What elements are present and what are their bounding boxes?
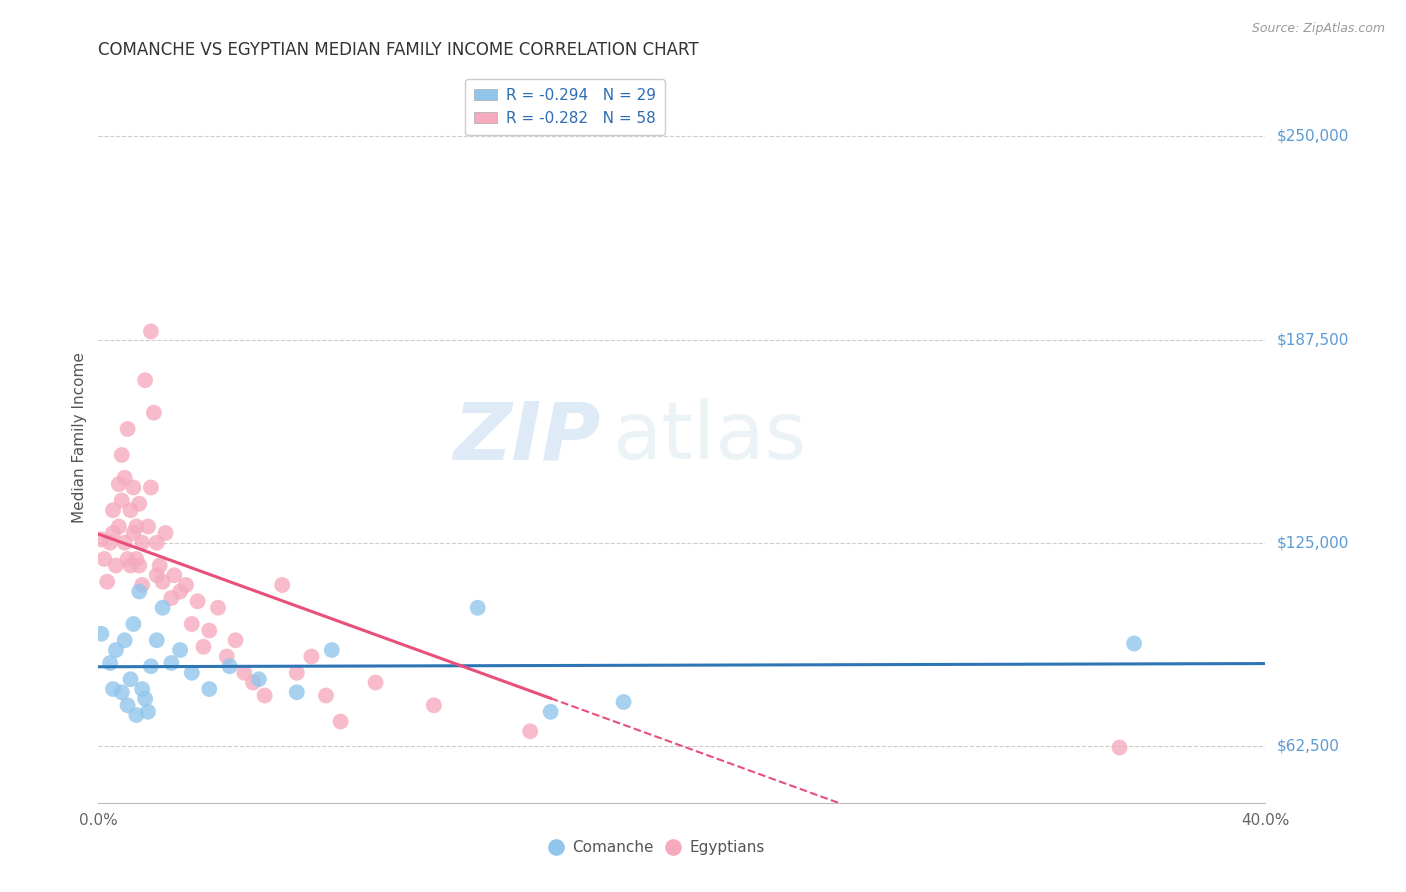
- Point: [198, 681, 221, 696]
- Point: [122, 480, 145, 494]
- Point: [152, 600, 174, 615]
- Point: [169, 584, 191, 599]
- Point: [218, 659, 240, 673]
- Point: [90, 626, 112, 640]
- Point: [247, 673, 270, 687]
- Point: [125, 552, 148, 566]
- Point: [364, 675, 387, 690]
- Point: [242, 675, 264, 690]
- Point: [111, 685, 134, 699]
- Point: [136, 519, 159, 533]
- Text: $125,000: $125,000: [1277, 535, 1348, 550]
- Point: [1108, 740, 1130, 755]
- Point: [114, 471, 136, 485]
- Point: [108, 519, 131, 533]
- Point: [285, 665, 308, 680]
- Point: [187, 594, 209, 608]
- Point: [612, 695, 634, 709]
- Point: [285, 685, 308, 699]
- Text: ZIP: ZIP: [453, 398, 600, 476]
- Point: [146, 633, 169, 648]
- Point: [299, 649, 322, 664]
- Point: [160, 656, 183, 670]
- Text: COMANCHE VS EGYPTIAN MEDIAN FAMILY INCOME CORRELATION CHART: COMANCHE VS EGYPTIAN MEDIAN FAMILY INCOM…: [98, 41, 699, 59]
- Point: [139, 480, 162, 494]
- Point: [146, 535, 169, 549]
- Point: [128, 584, 150, 599]
- Point: [146, 568, 169, 582]
- Point: [540, 705, 562, 719]
- Point: [139, 659, 162, 673]
- Point: [207, 600, 229, 615]
- Point: [111, 448, 134, 462]
- Point: [163, 568, 186, 582]
- Point: [101, 503, 124, 517]
- Point: [128, 497, 150, 511]
- Point: [98, 656, 121, 670]
- Point: [253, 689, 276, 703]
- Point: [149, 558, 172, 573]
- Point: [117, 422, 139, 436]
- Point: [104, 643, 127, 657]
- Point: [111, 493, 134, 508]
- Point: [134, 691, 156, 706]
- Point: [215, 649, 238, 664]
- Point: [120, 558, 142, 573]
- Point: [193, 640, 215, 654]
- Point: [93, 552, 115, 566]
- Text: $187,500: $187,500: [1277, 332, 1348, 347]
- Point: [198, 624, 221, 638]
- Point: [98, 535, 121, 549]
- Text: $250,000: $250,000: [1277, 128, 1348, 144]
- Point: [122, 526, 145, 541]
- Text: $62,500: $62,500: [1277, 739, 1340, 754]
- Point: [321, 643, 343, 657]
- Point: [108, 477, 131, 491]
- Point: [180, 665, 202, 680]
- Point: [271, 578, 294, 592]
- Point: [169, 643, 191, 657]
- Text: Source: ZipAtlas.com: Source: ZipAtlas.com: [1251, 22, 1385, 36]
- Point: [125, 708, 148, 723]
- Point: [329, 714, 352, 729]
- Point: [152, 574, 174, 589]
- Point: [131, 535, 153, 549]
- Point: [117, 552, 139, 566]
- Point: [120, 673, 142, 687]
- Point: [120, 503, 142, 517]
- Point: [155, 526, 177, 541]
- Point: [101, 681, 124, 696]
- Point: [519, 724, 541, 739]
- Point: [114, 535, 136, 549]
- Point: [225, 633, 247, 648]
- Text: atlas: atlas: [612, 398, 806, 476]
- Point: [233, 665, 256, 680]
- Point: [131, 681, 153, 696]
- Point: [315, 689, 337, 703]
- Y-axis label: Median Family Income: Median Family Income: [72, 351, 87, 523]
- Point: [139, 325, 162, 339]
- Legend: Comanche, Egyptians: Comanche, Egyptians: [547, 834, 770, 861]
- Point: [142, 406, 165, 420]
- Point: [90, 533, 112, 547]
- Point: [160, 591, 183, 605]
- Point: [134, 373, 156, 387]
- Point: [174, 578, 197, 592]
- Point: [101, 526, 124, 541]
- Point: [128, 558, 150, 573]
- Point: [131, 578, 153, 592]
- Point: [1123, 636, 1146, 650]
- Point: [136, 705, 159, 719]
- Point: [467, 600, 489, 615]
- Point: [125, 519, 148, 533]
- Point: [104, 558, 127, 573]
- Point: [180, 617, 202, 632]
- Point: [114, 633, 136, 648]
- Point: [423, 698, 446, 713]
- Point: [117, 698, 139, 713]
- Point: [122, 617, 145, 632]
- Point: [96, 574, 118, 589]
